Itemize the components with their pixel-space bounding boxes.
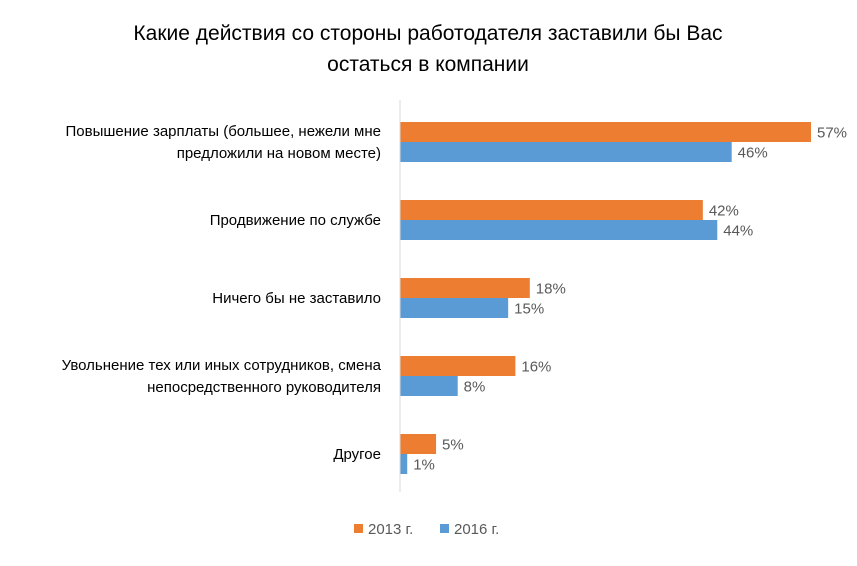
data-label: 44%: [723, 223, 753, 240]
data-label: 5%: [442, 437, 464, 454]
legend: 2013 г. 2016 г.: [354, 521, 499, 538]
legend-swatch-2016: [440, 524, 449, 533]
chart-title: Какие действия со стороны работодателя з…: [133, 22, 722, 76]
legend-label: 2016 г.: [454, 521, 499, 538]
bar-2016-4: [400, 454, 408, 474]
bar-2016-0: [400, 142, 732, 162]
bars: [400, 122, 811, 474]
category-label: непосредственного руководителя: [147, 379, 381, 396]
data-label: 8%: [464, 379, 486, 396]
data-label: 46%: [738, 145, 768, 162]
bar-2016-1: [400, 220, 718, 240]
bar-2013-4: [400, 434, 437, 454]
bar-2013-3: [400, 356, 516, 376]
data-label: 42%: [709, 203, 739, 220]
bar-2013-1: [400, 200, 703, 220]
category-label: Другое: [333, 446, 381, 463]
data-label: 57%: [817, 125, 847, 142]
bar-2016-2: [400, 298, 509, 318]
data-label: 15%: [514, 301, 544, 318]
legend-label: 2013 г.: [368, 521, 413, 538]
chart-title-line: Какие действия со стороны работодателя з…: [133, 22, 722, 45]
bar-2013-2: [400, 278, 530, 298]
bar-2016-3: [400, 376, 458, 396]
legend-swatch-2013: [354, 524, 363, 533]
category-label: Повышение зарплаты (большее, нежели мне: [66, 123, 381, 140]
category-label: Продвижение по службе: [210, 212, 381, 229]
category-labels: Повышение зарплаты (большее, нежели мне п…: [62, 123, 382, 463]
category-label: предложили на новом месте): [177, 145, 381, 162]
value-labels: 57% 46% 42% 44% 18% 15% 16% 8% 5% 1%: [413, 125, 847, 474]
category-label: Ничего бы не заставило: [212, 290, 381, 307]
data-label: 1%: [413, 457, 435, 474]
data-label: 18%: [536, 281, 566, 298]
data-label: 16%: [521, 359, 551, 376]
bar-2013-0: [400, 122, 811, 142]
category-label: Увольнение тех или иных сотрудников, сме…: [62, 357, 382, 374]
chart-title-line: остаться в компании: [327, 53, 529, 76]
